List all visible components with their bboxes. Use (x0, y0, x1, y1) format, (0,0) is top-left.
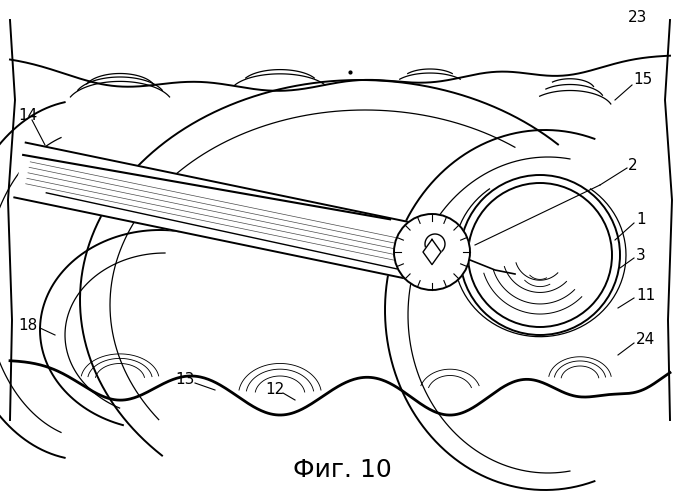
Text: 23: 23 (628, 10, 647, 26)
Text: 13: 13 (175, 372, 194, 388)
Polygon shape (10, 0, 670, 91)
Text: 24: 24 (636, 332, 655, 347)
Text: 15: 15 (633, 72, 653, 88)
Polygon shape (14, 142, 436, 282)
Polygon shape (423, 240, 441, 264)
Text: 11: 11 (636, 288, 655, 302)
Circle shape (394, 214, 470, 290)
Circle shape (468, 183, 612, 327)
Text: 2: 2 (628, 158, 637, 172)
Text: 1: 1 (636, 212, 646, 228)
Text: 14: 14 (18, 108, 37, 122)
Text: 3: 3 (636, 248, 646, 262)
Text: 18: 18 (18, 318, 37, 332)
Text: 12: 12 (265, 382, 285, 398)
Text: Фиг. 10: Фиг. 10 (293, 458, 391, 482)
Polygon shape (10, 360, 670, 500)
